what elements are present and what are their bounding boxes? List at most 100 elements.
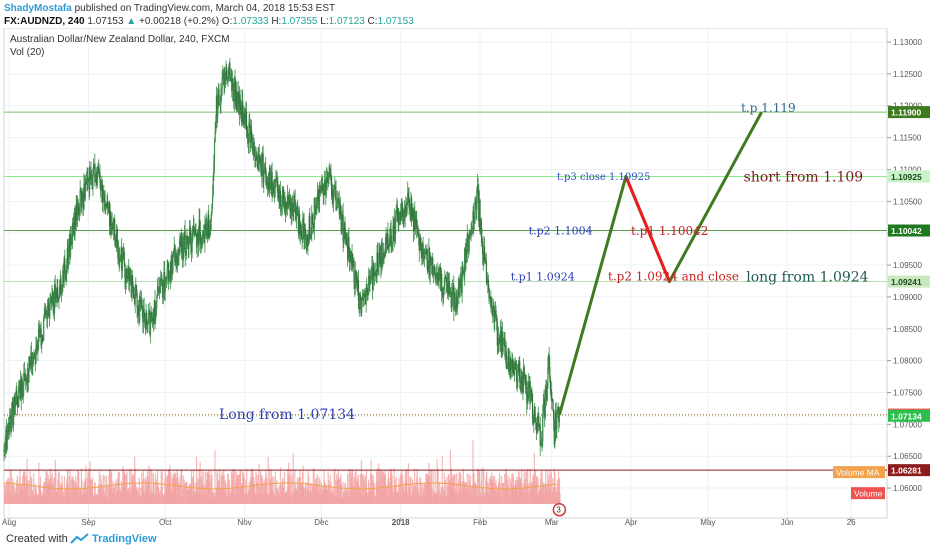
candle-body [506,367,508,369]
candle-body [535,422,537,431]
candle-body [392,225,394,242]
candle-body [508,348,510,365]
price-change: +0.00218 (+0.2%) [138,16,220,27]
candle-body [291,209,293,216]
candle-body [122,255,124,259]
candle-body [242,100,244,122]
volume-bar [199,461,201,504]
x-tick-label: Sep [81,518,96,527]
author-link[interactable]: ShadyMostafa [4,3,72,14]
candle-body [34,354,36,358]
candle-body [494,318,496,323]
candle-body [516,380,518,383]
candle-body [5,429,7,444]
candles [3,58,560,461]
candle-body [511,359,513,365]
volume-ma-line [3,482,557,490]
candle-body [218,89,220,105]
candle-body [234,80,236,85]
candle-body [549,367,551,379]
candle-body [188,226,191,238]
tradingview-brand[interactable]: TradingView [92,533,157,545]
candle-body [140,300,143,306]
candle-body [381,242,383,264]
candle-body [340,213,342,232]
candle-body [532,418,534,423]
volume-bar [274,471,276,504]
y-axis: 1.130001.125001.120001.115001.110001.105… [833,38,930,500]
candle-body [210,220,212,225]
volume-bar [78,472,80,504]
candle-body [382,253,385,262]
candle-body [242,113,244,122]
candle-body [460,276,462,288]
candle-body [23,373,25,387]
candle-body [84,183,86,199]
candle-body [482,254,484,260]
volume-bar [408,483,410,504]
volume-bar [130,468,132,504]
candle-body [368,276,370,295]
volume-bar [392,487,394,504]
volume-bar [13,481,15,504]
candle-body [123,252,125,264]
candle-body [60,291,63,295]
candle-body [384,255,386,257]
volume-bar [348,468,350,504]
candle-body [343,222,346,230]
candle-body [192,226,194,241]
candle-body [294,199,296,212]
volume-bar [92,477,94,504]
candle-body [359,294,361,299]
candle-body [425,250,427,253]
candle-body [473,222,475,224]
candle-body [146,312,148,326]
candle-body [382,261,384,264]
volume-bar [493,476,496,504]
candle-body [79,190,81,213]
candle-body [415,218,417,222]
candle-body [269,167,271,189]
candle-body [265,175,267,185]
candle-body [8,423,10,433]
candle-body [396,207,398,212]
volume-bar [481,468,483,504]
candle-body [417,226,419,234]
candle-body [475,200,477,211]
candle-body [259,163,262,165]
candle-body [368,276,370,286]
volume-bar [228,480,230,504]
candle-body [338,199,340,201]
candle-body [199,232,202,244]
candle-body [467,237,470,252]
candle-body [515,369,518,381]
candle-body [176,255,179,263]
candle-body [181,237,183,260]
volume-bar [521,468,523,504]
candle-body [557,406,559,410]
candle-body [352,260,354,267]
volume-bar [128,470,131,504]
candle-body [414,218,417,230]
candle-body [80,190,82,193]
candle-body [127,268,129,274]
volume-bar [440,487,442,504]
volume-bar [303,486,305,504]
candle-body [331,177,333,197]
candle-body [327,179,329,184]
price-chart[interactable]: t.p 1.119 t.p3 close 1.10925 short from 1.… [0,28,932,528]
candle-body [401,203,403,207]
candle-body [276,180,278,183]
candle-body [144,313,146,324]
candle-body [464,248,466,276]
candle-body [533,422,535,424]
candle-body [380,264,382,268]
candle-body [231,78,234,92]
candle-body [376,252,378,277]
candle-body [527,391,529,399]
candle-body [247,143,250,144]
candle-body [263,173,265,183]
candle-body [371,267,374,290]
candle-body [170,262,172,279]
candle-body [63,258,65,283]
